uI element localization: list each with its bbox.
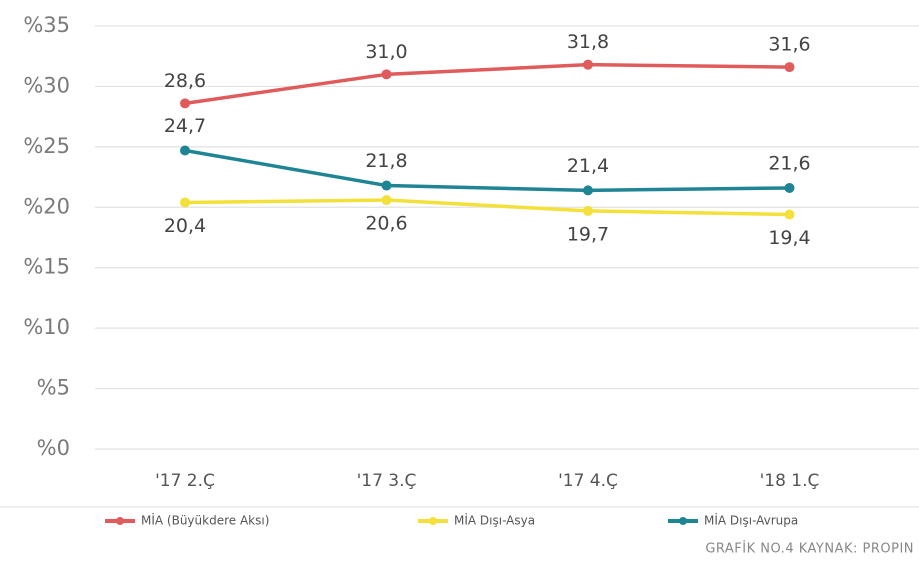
data-label: 19,4 [768,227,810,249]
series-line [184,198,790,217]
data-point [583,185,593,196]
legend-swatch-dot [679,517,687,525]
x-tick-label: '17 4.Ç [558,471,618,491]
data-point [784,182,795,193]
data-point [381,180,392,191]
legend-label: MİA (Büyükdere Aksı) [141,513,269,528]
y-tick-label: %35 [23,13,70,37]
series-line [184,148,790,193]
legend-label: MİA Dışı-Avrupa [704,513,798,528]
data-label: 20,4 [164,215,206,237]
data-point [180,197,190,208]
data-label: 20,6 [365,213,407,235]
y-tick-label: %25 [23,134,70,158]
data-point [180,98,190,109]
y-tick-label: %15 [23,255,70,279]
data-point [381,69,392,80]
data-label: 21,4 [567,155,609,177]
y-tick-label: %5 [37,376,70,400]
data-label: 21,6 [768,152,810,174]
y-tick-label: %30 [23,73,70,97]
data-point [583,205,593,216]
data-point [583,59,593,70]
legend-swatch-dot [429,517,437,525]
x-tick-label: '17 2.Ç [155,471,215,491]
legend-swatch-dot [116,517,124,525]
y-tick-label: %20 [23,194,70,218]
y-tick-label: %10 [23,315,70,339]
data-label: 31,8 [567,31,609,53]
series-line [184,62,790,106]
data-label: 19,7 [567,223,609,245]
data-label: 21,8 [365,150,407,172]
data-label: 28,6 [164,70,206,92]
y-tick-label: %0 [37,436,70,460]
legend-label: MİA Dışı-Asya [454,513,535,528]
data-point [180,145,190,156]
source-note: GRAFİK NO.4 KAYNAK: PROPIN [705,541,914,557]
data-label: 31,0 [365,41,407,63]
x-tick-label: '17 3.Ç [357,471,417,491]
data-point [784,62,795,73]
data-point [381,195,392,206]
data-point [784,209,795,220]
data-label: 31,6 [768,34,810,56]
x-tick-label: '18 1.Ç [760,471,820,491]
data-label: 24,7 [164,115,206,137]
